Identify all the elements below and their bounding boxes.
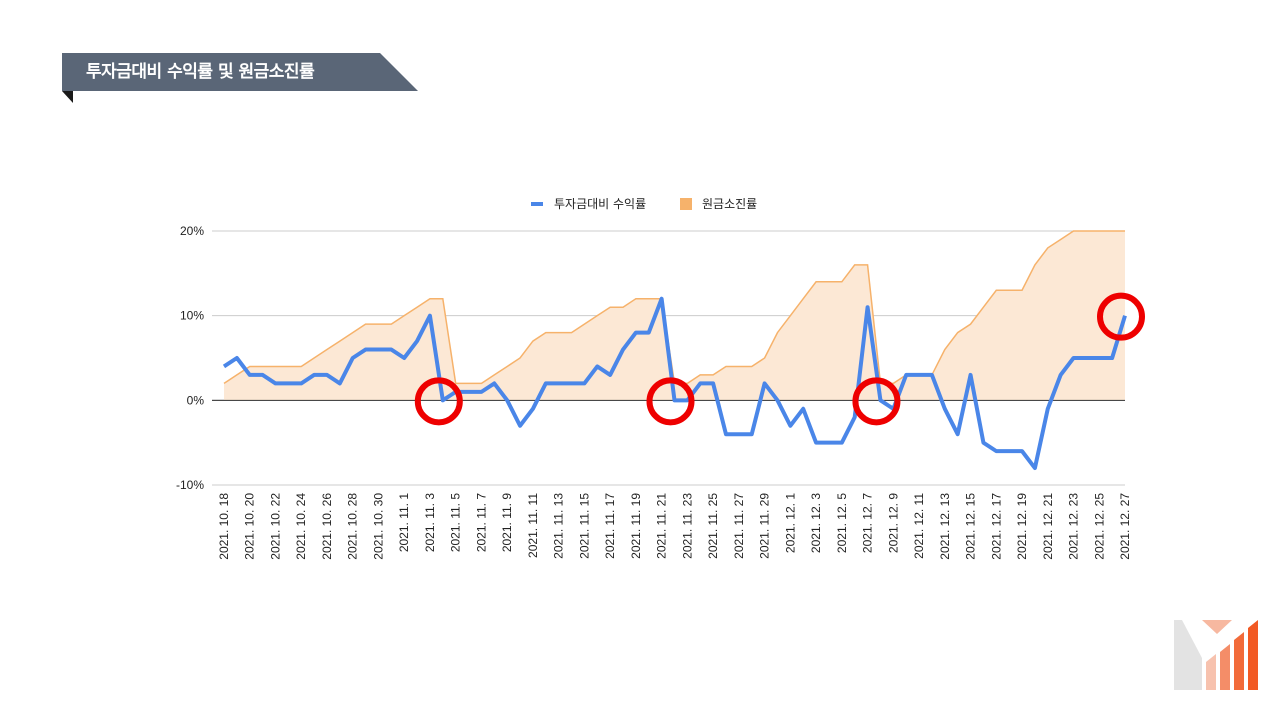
legend-label-principal: 원금소진률: [702, 197, 757, 211]
area-fill-principal: [224, 231, 1125, 401]
logo-bar-4: [1248, 620, 1258, 690]
x-tick-label: 2021. 11. 29: [758, 493, 772, 559]
legend-label-return: 투자금대비 수익률: [554, 197, 646, 211]
x-tick-label: 2021. 12. 19: [1015, 493, 1029, 560]
highlight-circle: [852, 377, 901, 426]
x-tick-label: 2021. 12. 11: [912, 493, 926, 559]
title-banner: 투자금대비 수익률 및 원금소진률: [62, 53, 418, 103]
y-tick-label: 0%: [187, 393, 205, 407]
x-tick-label: 2021. 11. 19: [629, 493, 643, 559]
x-tick-label: 2021. 10. 20: [243, 493, 257, 560]
x-tick-label: 2021. 11. 5: [449, 493, 463, 552]
x-tick-label: 2021. 12. 15: [964, 493, 978, 560]
y-tick-label: 20%: [180, 224, 204, 238]
x-tick-label: 2021. 11. 17: [603, 493, 617, 559]
y-tick-label: -10%: [176, 478, 204, 492]
highlight-circle: [1097, 292, 1145, 341]
logo-left-stroke: [1174, 620, 1202, 690]
legend-swatch-principal: [680, 198, 692, 210]
highlight-circle: [414, 377, 463, 426]
x-tick-label: 2021. 12. 9: [886, 493, 900, 553]
x-tick-label: 2021. 11. 15: [577, 493, 591, 559]
x-tick-label: 2021. 12. 27: [1118, 493, 1132, 560]
x-tick-label: 2021. 11. 7: [474, 493, 488, 552]
x-tick-label: 2021. 12. 5: [835, 493, 849, 553]
company-logo: [1174, 620, 1258, 690]
y-tick-label: 10%: [180, 309, 204, 323]
page-title: 투자금대비 수익률 및 원금소진률: [86, 62, 315, 82]
x-tick-label: 2021. 11. 21: [655, 493, 669, 559]
x-tick-label: 2021. 10. 18: [217, 493, 231, 560]
x-tick-label: 2021. 11. 11: [526, 493, 540, 558]
x-tick-label: 2021. 10. 24: [294, 493, 308, 560]
x-tick-label: 2021. 11. 9: [500, 493, 514, 552]
x-tick-label: 2021. 10. 22: [268, 493, 282, 560]
x-tick-label: 2021. 12. 3: [809, 493, 823, 553]
banner-shape: [62, 53, 418, 103]
x-tick-label: 2021. 11. 3: [423, 493, 437, 552]
highlight-circle: [646, 377, 695, 426]
logo-bar-2: [1220, 644, 1230, 690]
x-tick-label: 2021. 12. 1: [783, 493, 797, 553]
x-tick-label: 2021. 12. 23: [1067, 493, 1081, 560]
x-tick-label: 2021. 11. 25: [706, 493, 720, 559]
x-tick-label: 2021. 11. 1: [397, 493, 411, 552]
logo-peach-mark: [1202, 620, 1232, 634]
logo-bar-1: [1206, 654, 1216, 690]
x-tick-label: 2021. 12. 21: [1041, 493, 1055, 560]
x-tick-label: 2021. 11. 27: [732, 493, 746, 559]
x-tick-label: 2021. 11. 23: [680, 493, 694, 559]
logo-bar-3: [1234, 632, 1244, 690]
x-tick-label: 2021. 12. 13: [938, 493, 952, 560]
x-tick-label: 2021. 12. 7: [861, 493, 875, 553]
x-tick-label: 2021. 12. 17: [989, 493, 1003, 560]
x-tick-label: 2021. 12. 25: [1092, 493, 1106, 560]
x-tick-label: 2021. 10. 30: [371, 493, 385, 560]
x-tick-label: 2021. 10. 28: [346, 493, 360, 560]
x-tick-label: 2021. 10. 26: [320, 493, 334, 560]
x-tick-label: 2021. 11. 13: [552, 493, 566, 559]
